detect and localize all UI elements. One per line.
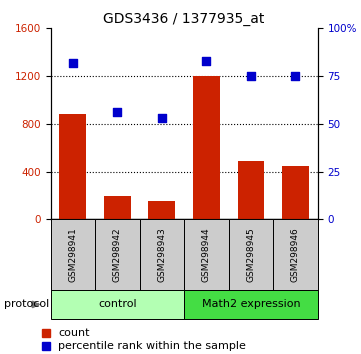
Text: GSM298941: GSM298941	[68, 228, 77, 282]
Bar	[148, 201, 175, 219]
Point	[70, 60, 76, 65]
Bar	[238, 161, 264, 219]
Point	[114, 110, 120, 115]
Point	[292, 73, 298, 79]
Bar	[51, 219, 95, 290]
Text: GSM298943: GSM298943	[157, 228, 166, 282]
Bar	[273, 219, 318, 290]
Point	[248, 73, 254, 79]
Title: GDS3436 / 1377935_at: GDS3436 / 1377935_at	[103, 12, 265, 26]
Bar	[51, 290, 184, 319]
Bar	[229, 219, 273, 290]
Bar	[60, 114, 86, 219]
Text: GSM298946: GSM298946	[291, 228, 300, 282]
Text: GSM298945: GSM298945	[247, 228, 255, 282]
Bar	[184, 290, 318, 319]
Point	[204, 58, 209, 64]
Bar	[95, 219, 140, 290]
Text: protocol: protocol	[4, 299, 49, 309]
Text: GSM298944: GSM298944	[202, 228, 211, 282]
Text: GSM298942: GSM298942	[113, 228, 122, 282]
Bar	[140, 219, 184, 290]
Text: count: count	[58, 328, 90, 338]
Bar	[282, 166, 309, 219]
Bar	[193, 76, 220, 219]
Point	[159, 115, 165, 121]
Text: control: control	[98, 299, 136, 309]
Bar	[104, 195, 131, 219]
Bar	[184, 219, 229, 290]
Text: percentile rank within the sample: percentile rank within the sample	[58, 341, 246, 351]
Text: Math2 expression: Math2 expression	[201, 299, 300, 309]
